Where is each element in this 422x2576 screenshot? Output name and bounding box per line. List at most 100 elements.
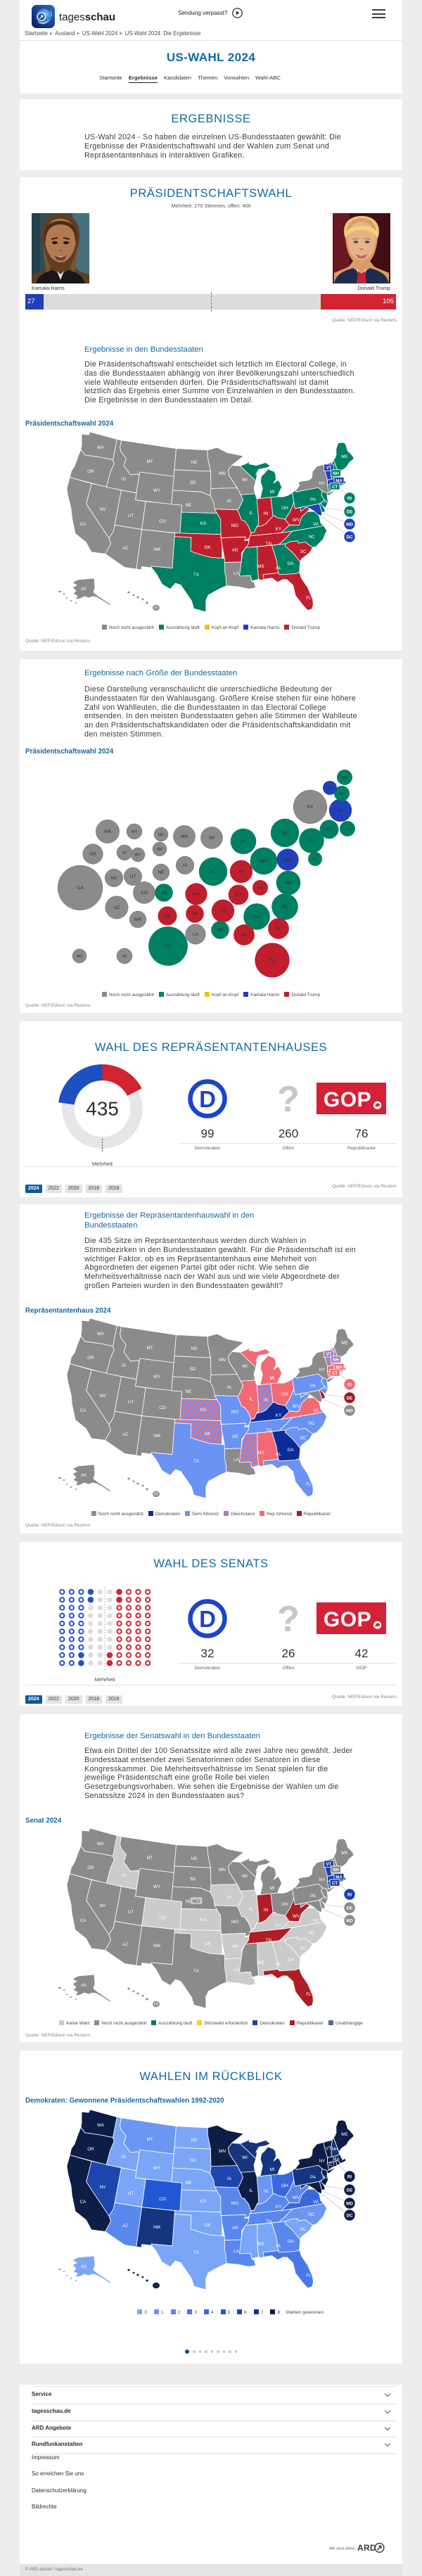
svg-text:TX: TX: [193, 573, 200, 578]
svg-text:KY: KY: [236, 893, 242, 898]
svg-text:PA: PA: [310, 1384, 316, 1389]
svg-text:MA: MA: [337, 808, 344, 813]
svg-text:NJ: NJ: [324, 1896, 330, 1901]
svg-text:SC: SC: [275, 926, 281, 931]
svg-text:GOP: GOP: [324, 1608, 371, 1631]
svg-text:MS: MS: [257, 2242, 264, 2247]
svg-text:WV: WV: [293, 518, 300, 523]
svg-text:NJ: NJ: [324, 499, 330, 504]
svg-text:CT: CT: [329, 2162, 335, 2167]
svg-text:MI: MI: [270, 1886, 275, 1891]
svg-text:MI: MI: [270, 490, 275, 495]
svg-text:WY: WY: [153, 1375, 161, 1379]
svg-text:MD: MD: [284, 857, 291, 862]
svg-text:MD: MD: [346, 2201, 353, 2206]
svg-text:NJ: NJ: [322, 2175, 328, 2180]
svg-text:KS: KS: [200, 1918, 206, 1923]
svg-text:?: ?: [277, 1599, 300, 1640]
svg-text:SD: SD: [190, 1877, 196, 1882]
svg-text:CT: CT: [332, 1372, 338, 1376]
svg-text:DE: DE: [312, 857, 318, 862]
svg-text:NE: NE: [158, 870, 165, 875]
svg-text:SC: SC: [300, 2227, 307, 2232]
svg-text:AZ: AZ: [122, 546, 128, 551]
svg-text:AL: AL: [276, 1452, 281, 1457]
svg-text:LA: LA: [234, 1458, 240, 1462]
svg-text:UT: UT: [128, 2191, 134, 2196]
svg-text:PA: PA: [310, 1894, 316, 1899]
svg-text:WI: WI: [209, 836, 215, 841]
svg-text:AZ: AZ: [114, 905, 120, 910]
svg-text:MO: MO: [231, 2201, 238, 2206]
svg-text:NM: NM: [153, 2225, 160, 2230]
svg-text:NE2: NE2: [192, 1900, 200, 1904]
svg-text:NY: NY: [319, 1367, 326, 1372]
svg-text:WV: WV: [293, 1914, 300, 1919]
svg-text:CA: CA: [80, 1408, 87, 1413]
svg-text:AK: AK: [81, 587, 87, 592]
svg-text:HI: HI: [122, 955, 127, 959]
svg-text:CO: CO: [159, 2197, 166, 2202]
svg-text:ND: ND: [191, 460, 198, 465]
svg-text:NV: NV: [100, 1394, 107, 1398]
svg-text:OK: OK: [204, 1432, 211, 1436]
svg-text:HI: HI: [154, 606, 158, 611]
svg-text:WA: WA: [104, 829, 112, 834]
svg-text:NV: NV: [110, 876, 117, 881]
svg-text:CA: CA: [80, 1918, 87, 1923]
svg-text:WA: WA: [97, 1332, 105, 1337]
svg-text:D: D: [199, 1606, 216, 1632]
svg-text:NV: NV: [100, 1904, 107, 1908]
svg-text:NJ: NJ: [309, 839, 314, 843]
svg-text:MN: MN: [181, 834, 188, 839]
svg-text:MO: MO: [231, 1920, 238, 1925]
svg-text:NY: NY: [307, 805, 314, 810]
svg-text:AR: AR: [232, 548, 238, 553]
svg-text:AR: AR: [232, 1434, 238, 1439]
svg-text:VT: VT: [326, 466, 332, 471]
svg-text:AL: AL: [276, 1962, 281, 1967]
svg-text:AK: AK: [77, 955, 82, 959]
svg-text:AR: AR: [232, 1944, 238, 1949]
svg-text:FL: FL: [306, 2274, 312, 2278]
svg-text:IN: IN: [264, 511, 269, 516]
svg-text:ME: ME: [341, 1851, 347, 1856]
svg-text:SD: SD: [190, 1367, 196, 1372]
svg-text:NH: NH: [333, 1868, 339, 1873]
svg-text:OR: OR: [87, 2147, 94, 2152]
svg-text:OH: OH: [281, 1902, 288, 1907]
svg-text:CT: CT: [332, 485, 338, 490]
svg-text:OH: OH: [281, 1392, 288, 1397]
svg-text:HI: HI: [154, 1493, 158, 1497]
svg-text:VA: VA: [313, 1918, 319, 1923]
svg-text:MI: MI: [270, 2167, 275, 2172]
svg-text:RI: RI: [345, 827, 350, 831]
svg-text:ND: ND: [191, 1346, 198, 1351]
svg-text:IL: IL: [211, 869, 215, 874]
svg-text:IL: IL: [249, 1397, 253, 1402]
svg-text:DE: DE: [347, 1906, 353, 1911]
svg-text:SC: SC: [300, 1946, 307, 1951]
svg-text:ID: ID: [122, 851, 127, 855]
svg-text:WI: WI: [242, 1874, 248, 1879]
svg-text:ND: ND: [191, 1856, 198, 1861]
svg-text:AZ: AZ: [122, 1942, 128, 1947]
svg-text:VA: VA: [313, 1408, 319, 1413]
svg-text:GA: GA: [253, 914, 260, 919]
svg-text:NC: NC: [308, 2212, 315, 2217]
svg-text:NV: NV: [100, 2185, 107, 2190]
svg-text:VT: VT: [326, 1353, 332, 1357]
svg-text:IN: IN: [264, 1908, 269, 1913]
svg-text:OK: OK: [204, 2223, 211, 2228]
svg-text:NC: NC: [308, 1421, 315, 1426]
svg-text:CO: CO: [159, 1915, 166, 1920]
svg-text:UT: UT: [128, 1910, 134, 1915]
svg-text:NM: NM: [153, 547, 160, 552]
svg-text:ME: ME: [342, 776, 348, 780]
svg-text:CT: CT: [326, 827, 333, 832]
svg-text:IL: IL: [249, 2188, 253, 2193]
svg-text:VA: VA: [313, 2200, 319, 2205]
svg-text:WA: WA: [97, 1842, 105, 1847]
svg-text:MT: MT: [146, 1346, 153, 1351]
svg-text:OR: OR: [87, 469, 94, 474]
